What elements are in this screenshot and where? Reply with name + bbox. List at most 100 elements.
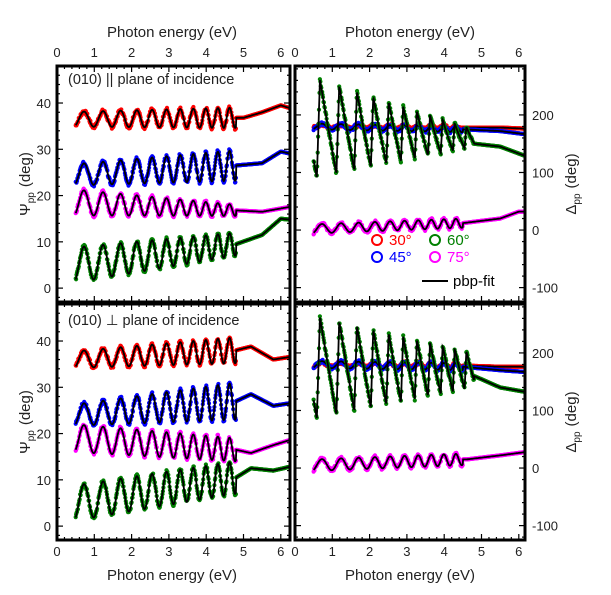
- data-point: [300, 110, 304, 114]
- data-point: [527, 154, 531, 158]
- data-point: [534, 127, 538, 131]
- data-point: [533, 133, 537, 137]
- plot-frame: [55, 64, 292, 304]
- data-point: [529, 133, 533, 137]
- data-point: [530, 133, 534, 137]
- data-point: [299, 219, 303, 223]
- data-point: [531, 155, 535, 159]
- data-point: [297, 353, 301, 357]
- data-point: [298, 219, 302, 223]
- data-point: [297, 109, 301, 113]
- data-point: [298, 219, 302, 223]
- series-45deg: [73, 380, 290, 428]
- data-point: [296, 109, 300, 113]
- data-point: [299, 353, 303, 357]
- data-point: [298, 109, 302, 113]
- data-point: [528, 127, 532, 131]
- data-point: [528, 210, 532, 214]
- data-point: [536, 155, 540, 159]
- data-point: [536, 134, 540, 138]
- data-point: [531, 127, 535, 131]
- ylabel-main: Δ: [563, 205, 580, 215]
- y-tick-label: 0: [532, 223, 539, 238]
- data-point: [301, 219, 305, 223]
- fit-line: [74, 104, 290, 129]
- psi-perpendicular-data: [73, 335, 305, 521]
- data-point: [536, 210, 540, 214]
- data-point: [398, 160, 403, 165]
- data-point: [535, 134, 539, 138]
- data-point: [534, 133, 538, 137]
- data-point: [536, 127, 540, 131]
- x-tick-label: 2: [128, 45, 135, 60]
- data-point: [532, 155, 536, 159]
- data-point: [533, 155, 537, 159]
- top-right-xlabel: Photon energy (eV): [345, 24, 475, 41]
- data-point: [539, 210, 543, 214]
- data-point: [528, 133, 532, 137]
- data-point: [539, 127, 543, 131]
- data-point: [529, 155, 533, 159]
- data-point: [299, 353, 303, 357]
- bottom-left-ylabel: Ψpp(deg): [17, 390, 37, 454]
- series-75deg: [311, 209, 543, 237]
- data-point: [529, 127, 533, 131]
- data-point: [536, 127, 540, 131]
- data-point: [301, 154, 305, 158]
- x-tick-label: 4: [203, 45, 210, 60]
- data-point: [538, 127, 542, 131]
- data-point: [530, 133, 534, 137]
- data-point: [530, 210, 534, 214]
- data-point: [533, 155, 537, 159]
- data-point: [300, 353, 304, 357]
- data-point: [526, 127, 530, 131]
- data-point: [301, 353, 305, 357]
- data-point: [535, 127, 539, 131]
- data-point: [297, 353, 301, 357]
- data-point: [530, 155, 534, 159]
- data-point: [539, 134, 543, 138]
- y-tick-label: -100: [532, 281, 558, 296]
- data-point: [299, 154, 303, 158]
- data-point: [299, 110, 303, 114]
- data-point: [297, 198, 301, 202]
- fit-line: [74, 189, 290, 217]
- top-right-ylabel: Δpp(deg): [563, 153, 583, 214]
- data-point: [526, 154, 530, 158]
- data-point: [535, 134, 539, 138]
- ylabel-unit: (deg): [17, 390, 34, 425]
- data-point: [297, 199, 301, 203]
- data-point: [300, 197, 304, 201]
- data-point: [534, 210, 538, 214]
- x-tick-label: 6: [515, 45, 522, 60]
- data-point: [538, 210, 542, 214]
- data-point: [298, 198, 302, 202]
- bottom-right-ylabel: Δpp(deg): [563, 391, 583, 452]
- data-point: [528, 154, 532, 158]
- series-75deg: [73, 186, 304, 220]
- top-left-annotation: (010) || plane of incidence: [68, 72, 234, 88]
- data-point: [537, 155, 541, 159]
- data-point: [538, 155, 542, 159]
- y-tick-label: 10: [37, 235, 51, 250]
- data-point: [535, 210, 539, 214]
- data-point: [530, 127, 534, 131]
- data-point: [537, 134, 541, 138]
- data-point: [535, 127, 539, 131]
- data-point: [300, 353, 304, 357]
- data-point: [532, 155, 536, 159]
- series-30deg: [73, 103, 304, 132]
- data-point: [534, 210, 538, 214]
- data-point: [300, 219, 304, 223]
- x-tick-label: 5: [478, 45, 485, 60]
- data-point: [527, 210, 531, 214]
- data-point: [300, 154, 304, 158]
- data-point: [296, 153, 300, 157]
- fit-line: [74, 336, 290, 369]
- data-point: [536, 155, 540, 159]
- data-point: [532, 210, 536, 214]
- bottom-right-xlabel: Photon energy (eV): [345, 567, 475, 584]
- y-tick-label: 200: [532, 108, 554, 123]
- ylabel-unit: (deg): [563, 391, 580, 426]
